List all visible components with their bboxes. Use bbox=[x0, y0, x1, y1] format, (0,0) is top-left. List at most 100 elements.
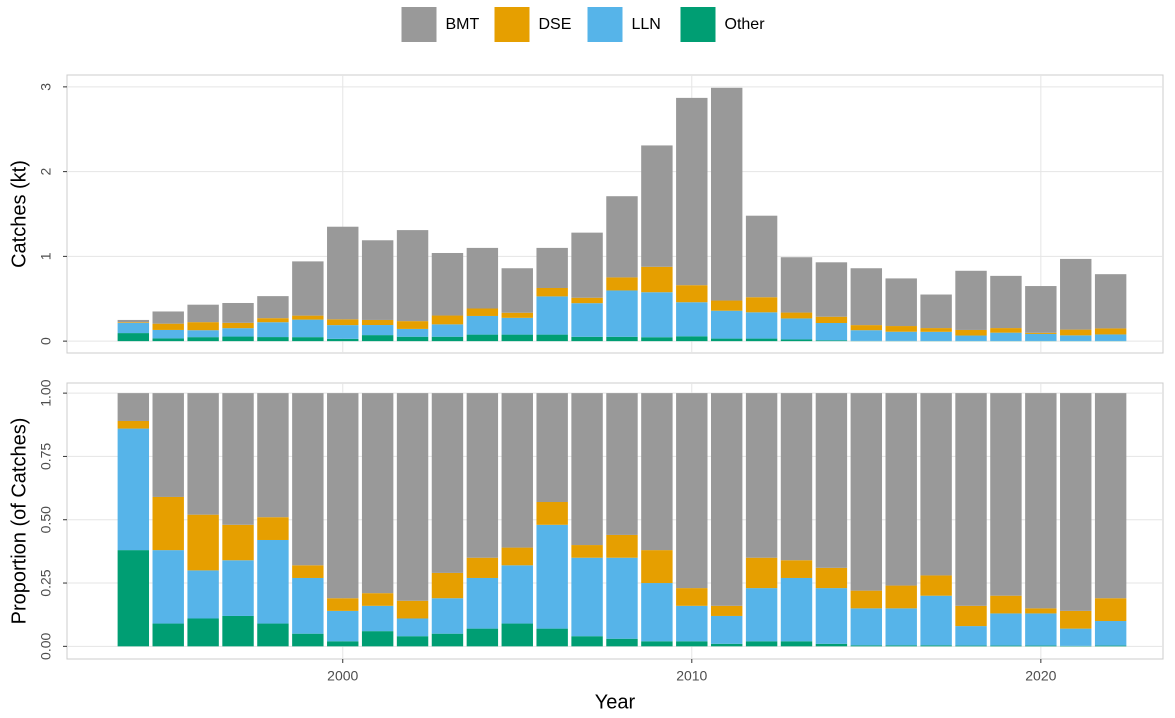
bar-segment bbox=[641, 550, 673, 584]
bar-segment bbox=[396, 600, 429, 619]
bar-segment bbox=[920, 393, 952, 576]
bar-segment bbox=[222, 302, 254, 323]
x-tick-label: 2010 bbox=[676, 668, 707, 684]
bar-segment bbox=[117, 420, 150, 429]
bar-segment bbox=[327, 641, 359, 647]
bar-segment bbox=[1025, 333, 1057, 341]
bar-segment bbox=[780, 339, 813, 342]
bar-segment bbox=[466, 315, 499, 335]
bar-segment bbox=[780, 641, 813, 647]
bar-segment bbox=[815, 588, 848, 644]
bar-segment bbox=[710, 310, 743, 339]
bar-segment bbox=[780, 318, 813, 340]
bar-segment bbox=[1060, 335, 1092, 341]
bar-segment bbox=[187, 330, 219, 338]
y-axis-title: Proportion (of Catches) bbox=[8, 418, 30, 625]
bar-segment bbox=[1060, 258, 1092, 330]
bar-segment bbox=[257, 517, 289, 540]
bar-segment bbox=[920, 294, 952, 329]
bar-segment bbox=[676, 302, 708, 337]
bar-segment bbox=[885, 645, 917, 647]
bar-segment bbox=[780, 577, 813, 642]
bar-segment bbox=[920, 331, 952, 341]
bar-segment bbox=[536, 628, 568, 647]
bar-segment bbox=[361, 319, 394, 326]
bar-segment bbox=[745, 557, 778, 589]
bar-segment bbox=[117, 550, 150, 647]
bar-segment bbox=[745, 338, 778, 342]
bar-segment bbox=[152, 323, 184, 330]
x-tick-label: 2000 bbox=[327, 668, 358, 684]
bar-segment bbox=[257, 539, 289, 624]
bar-segment bbox=[780, 257, 813, 313]
y-tick-label: 0.50 bbox=[38, 506, 54, 533]
bar-segment bbox=[536, 393, 568, 503]
bar-segment bbox=[1060, 628, 1092, 646]
bar-segment bbox=[955, 605, 987, 627]
bar-segment bbox=[815, 643, 848, 647]
bar-segment bbox=[850, 325, 883, 331]
bar-segment bbox=[536, 334, 568, 342]
bar-segment bbox=[815, 262, 848, 317]
bar-segment bbox=[850, 393, 883, 591]
bar-segment bbox=[431, 572, 464, 599]
bar-segment bbox=[955, 645, 987, 647]
y-tick-label: 1.00 bbox=[38, 379, 54, 406]
bar-segment bbox=[850, 330, 883, 341]
bar-segment bbox=[257, 322, 289, 338]
bar-segment bbox=[501, 393, 533, 548]
bar-segment bbox=[536, 502, 568, 525]
bar-segment bbox=[815, 316, 848, 323]
bar-segment bbox=[292, 319, 324, 338]
bar-segment bbox=[745, 588, 778, 642]
bar-segment bbox=[990, 613, 1022, 646]
bar-segment bbox=[1025, 613, 1057, 646]
bar-segment bbox=[850, 608, 883, 646]
bar-segment bbox=[327, 319, 359, 326]
bar-segment bbox=[292, 261, 324, 316]
bar-segment bbox=[641, 583, 673, 642]
y-tick-label: 1 bbox=[38, 252, 54, 260]
bar-segment bbox=[1060, 645, 1092, 647]
bar-segment bbox=[606, 290, 638, 337]
bar-segment bbox=[815, 340, 848, 342]
bar-segment bbox=[222, 322, 254, 329]
bar-segment bbox=[187, 337, 219, 342]
legend-key bbox=[494, 7, 530, 42]
y-tick-label: 2 bbox=[38, 168, 54, 176]
bar-segment bbox=[292, 577, 324, 634]
bar-segment bbox=[571, 393, 603, 546]
bar-segment bbox=[361, 631, 394, 647]
bar-segment bbox=[466, 247, 499, 309]
bar-segment bbox=[152, 329, 184, 339]
bar-segment bbox=[571, 336, 603, 342]
bar-segment bbox=[606, 393, 638, 535]
bar-segment bbox=[466, 334, 499, 342]
bar-segment bbox=[187, 514, 219, 571]
panel-border bbox=[66, 382, 1164, 660]
bar-segment bbox=[152, 338, 184, 342]
bar-segment bbox=[292, 337, 324, 342]
bar-segment bbox=[710, 87, 743, 301]
bar-segment bbox=[222, 560, 254, 616]
bar-segment bbox=[571, 297, 603, 304]
bar-segment bbox=[1025, 608, 1057, 614]
bar-segment bbox=[571, 636, 603, 647]
y-tick-label: 0.75 bbox=[38, 443, 54, 470]
bar-segment bbox=[955, 393, 987, 606]
bar-segment bbox=[1060, 610, 1092, 629]
bar-segment bbox=[710, 605, 743, 616]
x-tick-label: 2020 bbox=[1025, 668, 1056, 684]
bar-segment bbox=[501, 334, 533, 342]
bar-segment bbox=[222, 328, 254, 337]
bar-segment bbox=[606, 336, 638, 342]
bar-segment bbox=[396, 393, 429, 601]
bar-segment bbox=[152, 393, 184, 497]
bar-segment bbox=[117, 428, 150, 551]
bar-segment bbox=[780, 312, 813, 319]
bar-segment bbox=[396, 336, 429, 342]
bar-segment bbox=[536, 287, 568, 297]
bar-segment bbox=[466, 557, 499, 578]
bar-segment bbox=[676, 393, 708, 589]
